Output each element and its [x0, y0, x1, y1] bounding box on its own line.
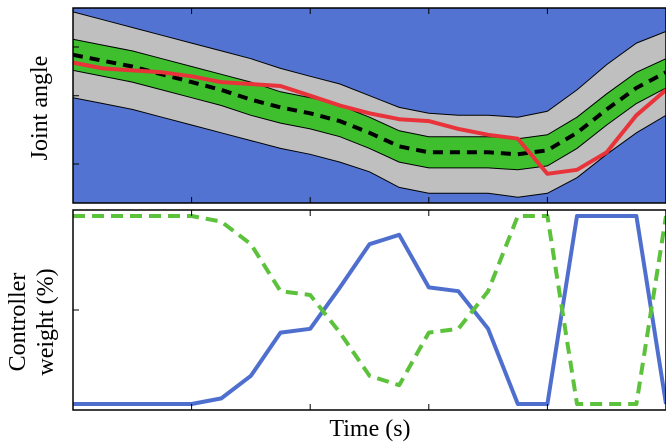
top-y-axis-label: Joint angle: [27, 56, 53, 161]
bottom-weight-solid-line-0: [73, 214, 666, 406]
bottom-y-axis-label-line-1: Controller: [5, 273, 31, 372]
top-band-2: [72, 38, 666, 171]
x-axis-label: Time (s): [329, 416, 410, 442]
bottom-panel: [72, 209, 666, 411]
top-mean-dashed-line-0: [72, 52, 666, 157]
bottom-plot-background: [73, 210, 666, 410]
bottom-weight-dashed-line-1: [73, 214, 666, 406]
bottom-plot-frame: [72, 209, 666, 411]
top-panel: [72, 7, 666, 204]
bottom-y-axis-label-line-2: weight (%): [33, 268, 59, 375]
top-plot-frame: [72, 7, 666, 204]
top-measured-line-3: [72, 60, 666, 176]
